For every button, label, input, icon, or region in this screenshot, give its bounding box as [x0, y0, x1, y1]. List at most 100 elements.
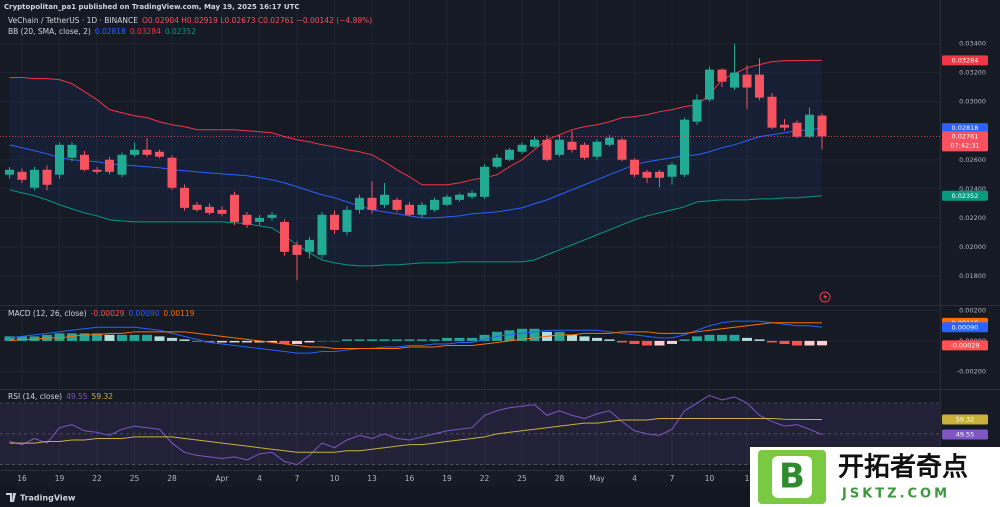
rsi-value: 49.55: [66, 392, 88, 401]
histogram-bar: [454, 337, 465, 341]
histogram-bar: [267, 340, 277, 343]
candle-body: [792, 122, 802, 137]
x-tick-label: May: [589, 474, 605, 483]
histogram-bar: [617, 340, 627, 343]
histogram-bar: [517, 328, 527, 341]
candle-body: [205, 206, 214, 213]
candle-body: [105, 159, 114, 172]
y-tick-label: 0.00200: [959, 307, 986, 315]
price-tag-label: 0.02352: [952, 192, 979, 200]
candle-body: [805, 114, 814, 137]
y-tick-label: 0.03000: [959, 98, 986, 106]
histogram-bar: [567, 334, 577, 341]
series-line: [9, 59, 822, 186]
x-tick-label: Apr: [216, 474, 230, 483]
candle-body: [780, 124, 789, 128]
y-tick-label: 0.02600: [959, 156, 986, 164]
candle-body: [455, 194, 464, 200]
candle-body: [730, 72, 739, 88]
histogram-bar: [767, 340, 777, 343]
price-tag-label: 0.03284: [952, 56, 979, 64]
candle-body: [167, 157, 177, 188]
price-tag: [942, 429, 988, 440]
y-tick-label: 0.02400: [959, 185, 986, 193]
candle-body: [742, 74, 752, 88]
histogram-bar: [404, 339, 415, 341]
histogram-bar: [579, 336, 590, 341]
histogram-bar: [254, 340, 265, 343]
alert-icon[interactable]: [819, 291, 831, 303]
brand: TradingView: [20, 494, 76, 503]
price-tag-label: 49.55: [956, 431, 975, 439]
x-tick-label: 7: [670, 474, 675, 483]
histogram-bar: [29, 336, 40, 341]
candle-body: [567, 141, 577, 150]
price-tag: [942, 340, 988, 351]
candle-body: [417, 204, 427, 215]
candle-body: [817, 115, 827, 137]
series-line: [9, 320, 823, 354]
series-line: [9, 394, 823, 466]
candle-body: [130, 149, 139, 155]
histogram-bar: [592, 337, 602, 341]
histogram-bar: [804, 340, 815, 346]
x-tick-label: 25: [130, 474, 140, 483]
candle-body: [342, 209, 352, 232]
histogram-bar: [717, 334, 727, 341]
y-tick-label: 0.02200: [959, 214, 986, 222]
histogram-bar: [504, 330, 515, 341]
histogram-bar: [629, 340, 640, 344]
histogram-bar: [304, 340, 315, 343]
price-tag-label: -0.00029: [950, 341, 979, 349]
histogram-bar: [242, 340, 252, 343]
macd-legend: MACD (12, 26, close) -0.00029 0.00090 0.001…: [8, 309, 195, 318]
candle-body: [530, 139, 539, 147]
histogram-bar: [4, 336, 15, 341]
candle-body: [430, 199, 439, 210]
x-tick-label: 4: [632, 474, 637, 483]
x-tick-label: 16: [405, 474, 415, 483]
histogram-bar: [167, 337, 177, 341]
watermark-domain: JSKTZ.COM: [841, 487, 950, 502]
price-tag: [942, 123, 988, 134]
macd-value: 0.00090: [128, 309, 159, 318]
candle-body: [255, 217, 264, 222]
histogram-bar: [279, 340, 290, 344]
x-tick-label: 1: [745, 474, 750, 483]
histogram-bar: [642, 340, 652, 346]
candle-body: [755, 74, 764, 98]
candle-body: [705, 69, 714, 100]
countdown: 07:42:31: [950, 141, 979, 149]
y-tick-label: 0.01800: [959, 272, 986, 280]
candle-body: [392, 199, 402, 210]
histogram-bar: [779, 340, 790, 344]
candle-body: [180, 187, 189, 208]
candle-body: [680, 119, 689, 175]
candle-body: [480, 166, 489, 197]
histogram-bar: [79, 333, 90, 341]
series-line: [9, 189, 823, 267]
rsi-value: 59.32: [92, 392, 114, 401]
candle-body: [367, 197, 377, 210]
candle-body: [330, 214, 339, 230]
histogram-bar: [204, 340, 215, 343]
histogram-bar: [292, 340, 302, 344]
candle-body: [192, 204, 202, 210]
histogram-bar: [329, 340, 340, 342]
histogram-bar: [104, 334, 115, 341]
histogram-bar: [679, 339, 690, 341]
symbol-legend: VeChain / TetherUS · 1D · BINANCE O0.0290…: [8, 16, 372, 25]
candle-body: [492, 157, 502, 167]
histogram-bar: [342, 339, 352, 341]
x-tick-label: 22: [92, 474, 102, 483]
candle-body: [55, 144, 64, 175]
candle-body: [142, 149, 152, 155]
rsi-legend: RSI (14, close) 49.55 59.32: [8, 392, 113, 401]
histogram-bar: [467, 337, 477, 341]
price-tag-label: 0.02818: [952, 124, 979, 132]
indicator: BB (20, SMA, close, 2): [8, 27, 91, 36]
candle-body: [30, 169, 39, 188]
histogram-bar: [429, 339, 440, 341]
price-tag-label: 59.32: [956, 416, 975, 424]
